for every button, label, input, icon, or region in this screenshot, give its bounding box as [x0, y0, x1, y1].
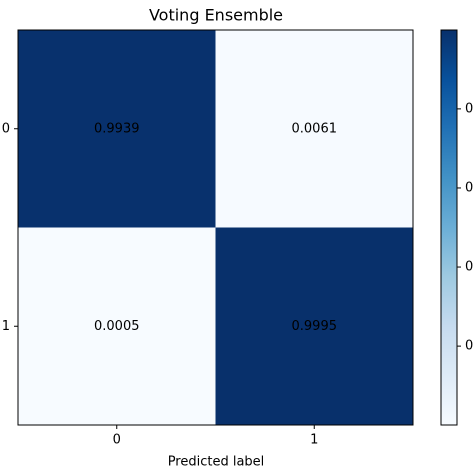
heatmap-cell	[18, 227, 216, 425]
x-tick-label: 1	[310, 433, 318, 448]
cell-value-label: 0.0005	[94, 319, 140, 334]
colorbar-tick-label: 0.8	[465, 101, 474, 116]
y-tick-label: 0	[2, 121, 10, 136]
colorbar-tick-label: 0.6	[465, 180, 474, 195]
heatmap-cell	[215, 30, 413, 228]
cell-value-label: 0.0061	[292, 121, 338, 136]
plot-frame	[17, 29, 414, 426]
colorbar	[440, 29, 458, 426]
x-axis-label: Predicted label	[168, 455, 265, 470]
heatmap-cell	[18, 30, 216, 228]
x-tick-label: 0	[113, 433, 121, 448]
y-tick-label: 1	[2, 319, 10, 334]
colorbar-tick-label: 0.2	[465, 339, 474, 354]
colorbar-tick-label: 0.4	[465, 260, 474, 275]
cell-value-label: 0.9995	[292, 319, 338, 334]
chart-title: Voting Ensemble	[149, 6, 283, 25]
cell-value-label: 0.9939	[94, 121, 140, 136]
heatmap-cell	[215, 227, 413, 425]
